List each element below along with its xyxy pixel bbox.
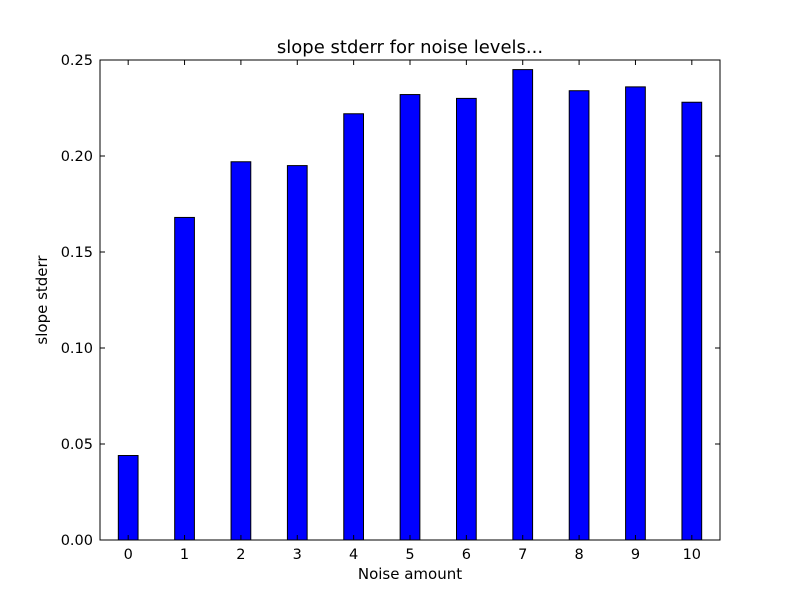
bar-4 [343, 113, 364, 541]
bar-0 [117, 455, 139, 541]
y-axis-label: slope stderr [33, 255, 51, 345]
x-tick-label: 6 [462, 547, 471, 563]
x-tick-label: 4 [349, 547, 358, 563]
x-tick-label: 9 [631, 547, 640, 563]
bar-7 [512, 69, 534, 541]
bars-group [117, 69, 703, 541]
bar-2 [230, 161, 252, 541]
chart-title: slope stderr for noise levels... [277, 37, 543, 58]
bar-5 [399, 94, 421, 541]
x-tick-label: 7 [518, 547, 527, 563]
y-tick-label: 0.10 [61, 341, 93, 357]
bar-3 [286, 165, 308, 541]
y-tick-label: 0.15 [61, 245, 93, 261]
y-tick-label: 0.25 [61, 53, 93, 69]
x-tick-label: 8 [574, 547, 583, 563]
bar-9 [625, 86, 646, 541]
bar-8 [568, 90, 590, 541]
x-tick-label: 5 [405, 547, 414, 563]
y-tick-label: 0.20 [61, 149, 93, 165]
x-tick-label: 2 [236, 547, 245, 563]
x-tick-label: 0 [124, 547, 133, 563]
bar-10 [681, 101, 703, 541]
x-axis-label: Noise amount [358, 565, 462, 583]
y-tick-label: 0.00 [61, 533, 93, 549]
x-tick-label: 10 [683, 547, 701, 563]
bar-1 [174, 216, 195, 541]
x-axis: 0 1 2 3 4 5 6 7 8 9 10 [124, 60, 701, 563]
y-tick-label: 0.05 [61, 437, 93, 453]
x-tick-label: 3 [293, 547, 302, 563]
bar-6 [456, 97, 477, 541]
y-axis: 0.00 0.05 0.10 0.15 0.20 0.25 [61, 53, 720, 549]
x-tick-label: 1 [180, 547, 189, 563]
